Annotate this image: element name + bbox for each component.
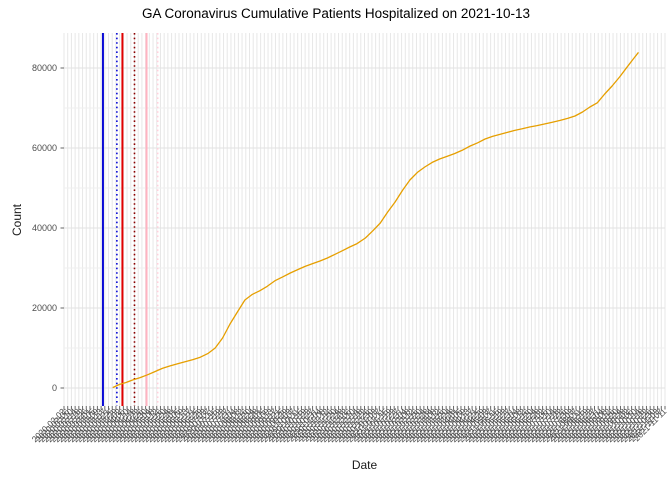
y-tick-label: 80000	[32, 63, 57, 73]
y-tick-label: 60000	[32, 143, 57, 153]
chart-title: GA Coronavirus Cumulative Patients Hospi…	[142, 6, 530, 21]
y-tick-label: 0	[52, 383, 57, 393]
cumulative-patients-hospitalized-line	[112, 52, 639, 389]
y-axis-title: Count	[10, 203, 24, 237]
x-axis-title: Date	[351, 458, 378, 472]
y-tick-label: 40000	[32, 223, 57, 233]
y-tick-label: 20000	[32, 303, 57, 313]
